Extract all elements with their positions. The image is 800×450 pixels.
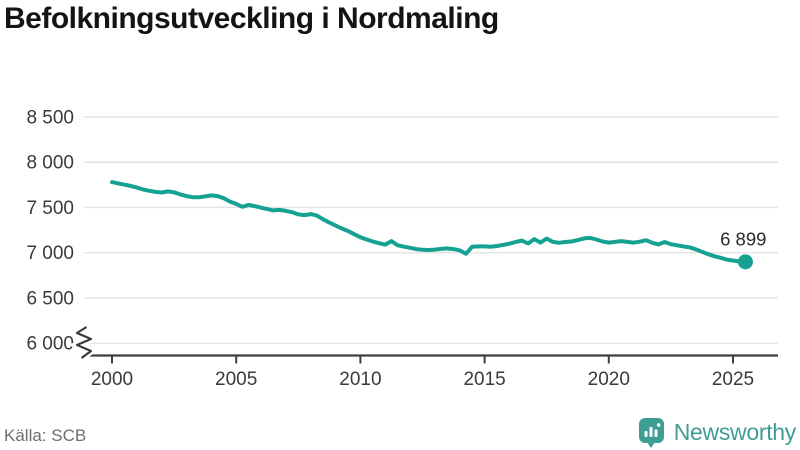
- newsworthy-logo-icon: [638, 417, 664, 448]
- y-tick-label-8500: 8 500: [26, 108, 74, 129]
- population-line: [110, 180, 748, 264]
- y-tick-label-6000: 6 000: [26, 334, 74, 355]
- x-tick-label-2025: 2025: [712, 369, 754, 390]
- newsworthy-logo[interactable]: Newsworthy: [638, 416, 796, 448]
- y-tick-label-7000: 7 000: [26, 243, 74, 264]
- latest-value-label: 6 899: [720, 228, 766, 249]
- newsworthy-wordmark: Newsworthy: [673, 418, 797, 445]
- y-tick-label-6500: 6 500: [26, 288, 74, 309]
- x-tick-label-2015: 2015: [463, 369, 505, 390]
- source-label: Källa: SCB: [4, 426, 87, 445]
- y-tick-label-7500: 7 500: [26, 198, 74, 219]
- axis-break-icon: [75, 326, 93, 359]
- chart-title: Befolkningsutveckling i Nordmaling: [4, 2, 499, 35]
- latest-value-marker: [737, 254, 753, 270]
- x-tick-label-2000: 2000: [91, 369, 133, 390]
- x-tick-label-2020: 2020: [588, 369, 630, 390]
- y-tick-label-8000: 8 000: [26, 153, 74, 174]
- x-tick-label-2005: 2005: [215, 369, 257, 390]
- x-tick-label-2010: 2010: [339, 369, 381, 390]
